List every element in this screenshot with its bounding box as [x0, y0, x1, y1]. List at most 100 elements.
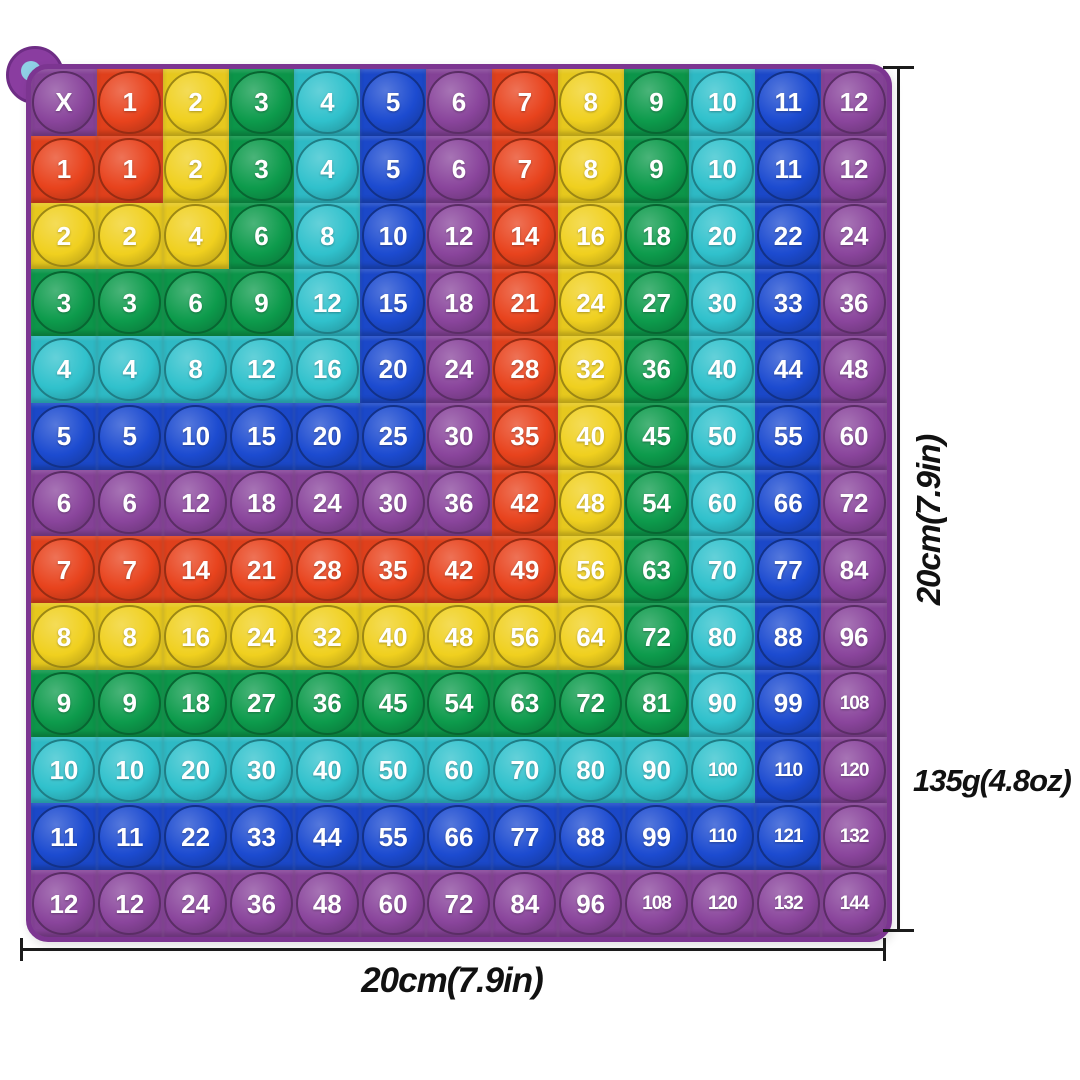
bubble-value: 9 [254, 287, 269, 318]
bubble-cell: 12 [96, 870, 163, 937]
bubble-value: 80 [576, 755, 606, 786]
bubble: 28 [295, 538, 359, 602]
width-label: 20cm(7.9in) [361, 961, 544, 1000]
height-label: 20cm(7.9in) [910, 434, 947, 606]
bubble: 9 [98, 671, 162, 735]
bubble-value: 15 [378, 287, 408, 318]
bubble: 40 [295, 738, 359, 802]
bubble-value: 5 [385, 87, 401, 118]
bubble-cell: 7 [31, 536, 97, 604]
bubble: 35 [493, 404, 557, 468]
bubble: 110 [690, 805, 754, 869]
bubble: 20 [690, 204, 754, 268]
bubble-value: 60 [839, 421, 869, 452]
bubble-value: 40 [312, 755, 342, 786]
bubble-value: 36 [839, 287, 869, 318]
bubble: 88 [756, 605, 820, 669]
bubble-cell: 16 [557, 202, 624, 270]
bubble-value: 42 [444, 554, 474, 585]
bubble: 36 [625, 337, 689, 401]
bubble: 36 [229, 872, 293, 936]
bubble-cell: 45 [623, 402, 690, 470]
bubble: 5 [98, 404, 162, 468]
bubble-value: 28 [510, 354, 540, 385]
bubble: 96 [559, 872, 623, 936]
bubble-value: 84 [839, 554, 869, 585]
bubble-cell: 84 [821, 536, 887, 604]
bubble: 110 [756, 738, 820, 802]
bubble-value: 90 [707, 688, 737, 719]
bubble-cell: 30 [228, 736, 295, 804]
bubble-value: 14 [181, 554, 211, 585]
bubble-value: 16 [576, 220, 606, 251]
bubble: 12 [229, 337, 293, 401]
bubble-cell: 8 [31, 603, 97, 670]
bubble: 11 [98, 805, 162, 869]
bubble-value: 42 [510, 487, 540, 518]
bubble-value: 96 [576, 888, 606, 919]
bubble-cell: 36 [821, 269, 887, 337]
bubble-value: 11 [50, 821, 78, 852]
bubble-value: 9 [649, 154, 664, 185]
bubble: 80 [559, 738, 623, 802]
bubble: 90 [690, 671, 754, 735]
bubble-cell: 3 [228, 69, 295, 136]
bubble-value: 9 [56, 688, 72, 719]
bubble-value: 6 [122, 487, 137, 518]
bubble-value: 1 [122, 87, 137, 118]
bubble: 55 [361, 805, 425, 869]
bubble-cell: 36 [294, 669, 361, 737]
bubble: 7 [493, 137, 557, 201]
bubble-value: 20 [707, 220, 737, 251]
bubble: 20 [361, 337, 425, 401]
bubble-cell: 27 [623, 269, 690, 337]
bubble-value: 99 [773, 688, 803, 719]
bubble-grid: X 1 2 3 4 5 6 7 8 9 10 11 12 1 1 2 3 4 5 6 7 8 9 10 11 12 2 2 4 6 8 10 1… [31, 69, 887, 937]
bubble-value: 44 [773, 354, 803, 385]
bubble-value: 121 [773, 826, 804, 848]
bubble-cell: 14 [491, 202, 558, 270]
bubble-value: 15 [246, 421, 276, 452]
bubble-value: 8 [56, 621, 72, 652]
bubble: 144 [822, 872, 886, 936]
bubble-value: X [55, 87, 73, 118]
bubble-value: 24 [246, 621, 276, 652]
bubble-cell: 63 [491, 669, 558, 737]
bubble-cell: 6 [228, 202, 295, 270]
bubble: 121 [756, 805, 820, 869]
bubble: 24 [559, 271, 623, 335]
bubble-value: 48 [312, 888, 342, 919]
bubble-value: 10 [378, 220, 408, 251]
bubble: 54 [625, 471, 689, 535]
bubble-cell: 18 [228, 469, 295, 537]
bubble-value: 48 [576, 487, 606, 518]
bubble-cell: 72 [821, 469, 887, 537]
bubble: 48 [559, 471, 623, 535]
bubble-value: 11 [774, 87, 802, 118]
bubble-cell: 24 [821, 202, 887, 270]
bubble-value: 16 [181, 621, 211, 652]
bubble-cell: 72 [623, 603, 690, 670]
bubble: 12 [822, 70, 886, 134]
bubble-cell: 7 [96, 536, 163, 604]
bubble-cell: 10 [96, 736, 163, 804]
bubble-cell: 12 [821, 135, 887, 203]
bubble-cell: 90 [623, 736, 690, 804]
bubble: 24 [164, 872, 228, 936]
bubble-value: 12 [444, 220, 474, 251]
bubble-cell: 5 [96, 402, 163, 470]
bubble-cell: 11 [31, 803, 97, 871]
bubble-cell: 11 [96, 803, 163, 871]
bubble-value: 27 [246, 688, 276, 719]
height-measure-line [897, 68, 900, 932]
bubble-value: 6 [451, 87, 467, 118]
bubble-value: 7 [517, 87, 533, 118]
bubble-value: 48 [839, 354, 869, 385]
bubble-value: 35 [378, 554, 408, 585]
bubble-value: 110 [708, 826, 738, 848]
weight-label: 135g(4.8oz) [913, 763, 1072, 798]
bubble-cell: 8 [96, 603, 163, 670]
bubble: 66 [756, 471, 820, 535]
bubble-cell: 11 [755, 69, 822, 136]
